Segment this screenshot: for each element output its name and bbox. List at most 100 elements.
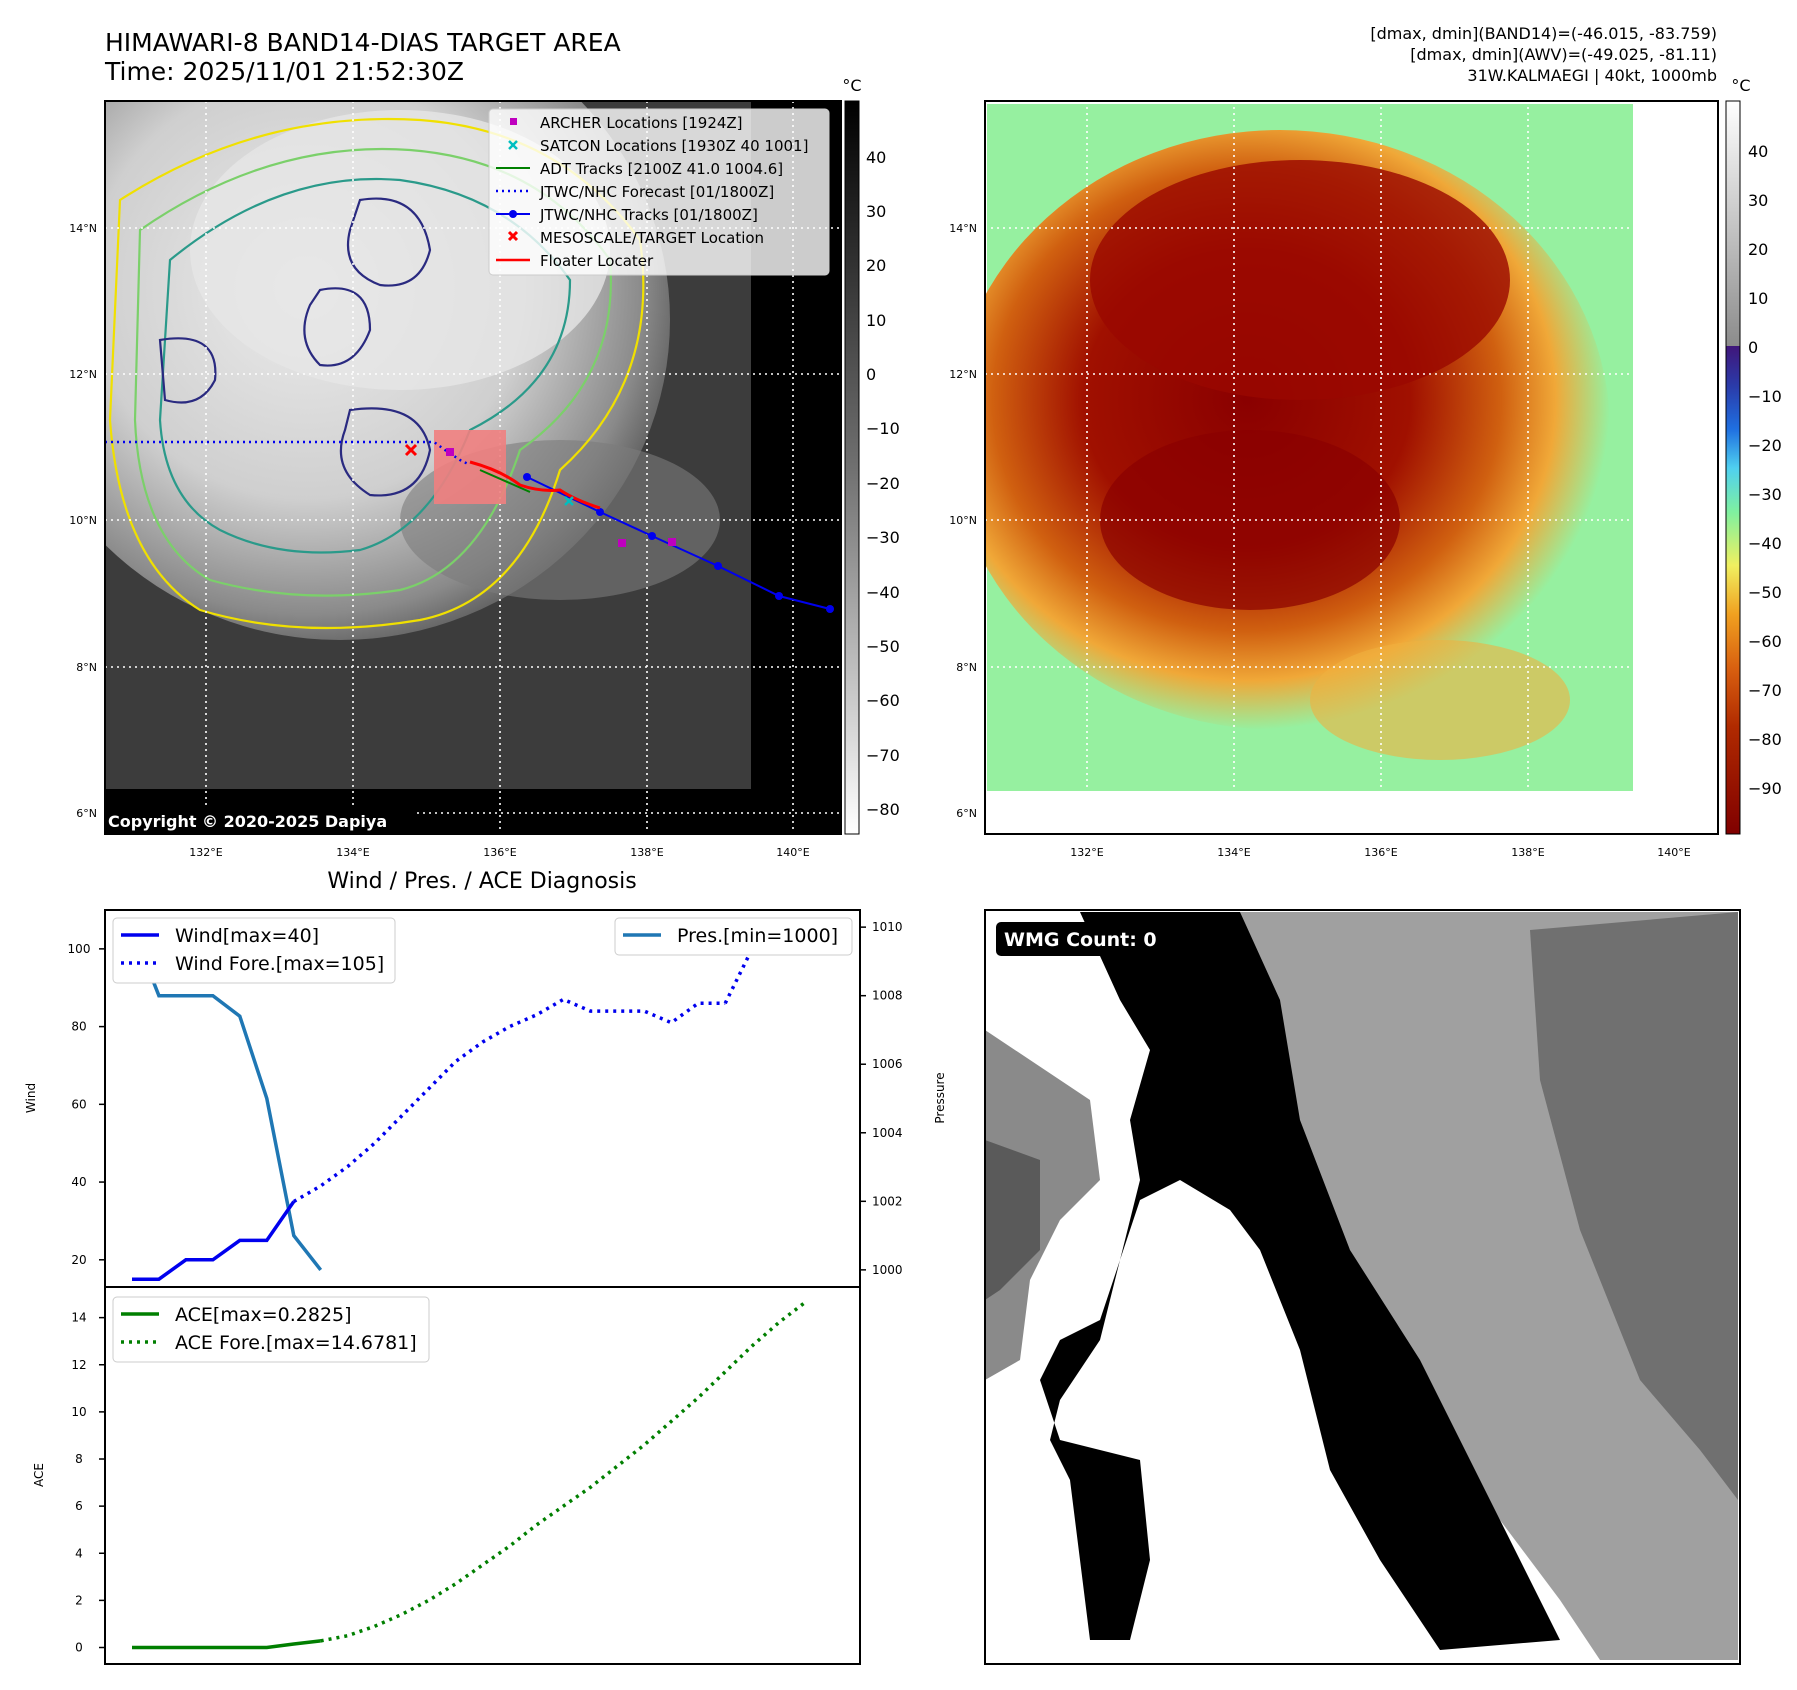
ace-line <box>132 1639 321 1650</box>
satcon-marker <box>564 496 574 506</box>
jtwc-track-points <box>523 473 834 613</box>
awv-lat-label: 6°N <box>956 807 977 820</box>
ace-tick-label: 12 <box>71 1358 86 1372</box>
awv-colorbar-unit: °C <box>1731 76 1750 95</box>
ace-tick-label: 2 <box>75 1593 83 1607</box>
wmg-region-gray-west <box>985 1030 1100 1380</box>
contour-navy-3 <box>339 407 432 497</box>
ir-cbar-tick: 20 <box>866 256 886 275</box>
wind-axis-label: Wind <box>24 1083 38 1113</box>
archer-markers <box>446 448 676 547</box>
legend-jtwc-track-label: JTWC/NHC Tracks [01/1800Z] <box>539 206 758 224</box>
awv-lon-label: 136°E <box>1364 846 1397 859</box>
pressure-axis-label: Pressure <box>933 1072 947 1123</box>
legend-floater-label: Floater Locater <box>540 252 654 270</box>
awv-cbar-tick: −80 <box>1748 730 1782 749</box>
ir-cbar-tick: 10 <box>866 311 886 330</box>
wind-forecast-line <box>292 997 726 1204</box>
ir-cbar-tick: −20 <box>866 474 900 493</box>
floater-track <box>469 460 601 510</box>
ace-legend: ACE[max=0.2825] ACE Fore.[max=14.6781] <box>112 1296 430 1363</box>
pressure-tick-label: 1008 <box>872 989 903 1003</box>
wmg-region-dark-west <box>985 1140 1040 1300</box>
ir-cbar-tick: −10 <box>866 419 900 438</box>
awv-colorbar-negative <box>1726 346 1740 834</box>
ir-cbar-tick: 40 <box>866 148 886 167</box>
pressure-tick-label: 1010 <box>872 920 903 934</box>
legend-jtwc-track-dot <box>509 210 517 218</box>
ace-tick-label: 8 <box>75 1452 83 1466</box>
wind-tick-label: 80 <box>71 1020 86 1034</box>
ir-cbar-tick: −50 <box>866 637 900 656</box>
wind-tick-label: 20 <box>71 1253 86 1267</box>
wind-forecast-tail <box>723 948 754 1005</box>
ir-lat-label: 6°N <box>76 807 97 820</box>
contour-green <box>133 147 612 597</box>
awv-cbar-tick: 20 <box>1748 240 1768 259</box>
wmg-frame <box>984 909 1741 1665</box>
awv-cold-tops-north <box>1090 160 1510 400</box>
ir-cbar-tick: −30 <box>866 528 900 547</box>
awv-lat-label: 8°N <box>956 661 977 674</box>
wmg-count-badge <box>996 922 1174 956</box>
legend-ace-fore-label: ACE Fore.[max=14.6781] <box>175 1332 417 1354</box>
ir-colorbar <box>844 100 860 835</box>
pressure-tick-label: 1000 <box>872 1263 903 1277</box>
diagnosis-charts: Wind / Pres. / ACE Diagnosis Wind Pressu… <box>24 869 947 1665</box>
awv-lon-label: 138°E <box>1511 846 1544 859</box>
ir-lon-labels: 132°E 134°E 136°E 138°E 140°E <box>189 846 809 859</box>
ir-gridlines <box>105 101 841 834</box>
target-area-box <box>434 430 506 504</box>
adt-track <box>479 469 531 493</box>
legend-archer-label: ARCHER Locations [1924Z] <box>540 114 743 132</box>
ir-map: ARCHER Locations [1924Z] SATCON Location… <box>69 76 900 859</box>
legend-wind-label: Wind[max=40] <box>175 925 319 947</box>
awv-lat-labels: 14°N 12°N 10°N 8°N 6°N <box>949 222 977 820</box>
ir-lat-label: 14°N <box>69 222 97 235</box>
legend-wind-fore-label: Wind Fore.[max=105] <box>175 953 384 975</box>
legend-satcon-label: SATCON Locations [1930Z 40 1001] <box>540 137 808 155</box>
copyright-text: Copyright © 2020-2025 Dapiya <box>108 812 387 831</box>
awv-cbar-tick: −70 <box>1748 681 1782 700</box>
awv-colorbar-positive <box>1726 101 1740 346</box>
ir-lon-label: 134°E <box>336 846 369 859</box>
jtwc-forecast-line <box>105 440 471 467</box>
legend-box <box>488 108 830 276</box>
wmg-panel: WMG Count: 0 <box>984 909 1741 1665</box>
awv-cbar-tick: −10 <box>1748 387 1782 406</box>
awv-colorbar-frame <box>1725 100 1741 835</box>
wmg-region-black <box>1040 912 1560 1650</box>
wind-legend: Wind[max=40] Wind Fore.[max=105] <box>112 917 396 984</box>
ace-tick-label: 6 <box>75 1499 83 1513</box>
contour-navy-4 <box>158 337 217 404</box>
awv-lat-label: 14°N <box>949 222 977 235</box>
awv-gridlines <box>985 101 1718 834</box>
ace-y-ticks: 14 12 10 8 6 4 2 0 <box>71 1311 105 1655</box>
legend-mesoscale-icon <box>507 230 519 242</box>
figure-time: Time: 2025/11/01 21:52:30Z <box>104 57 464 86</box>
ace-series <box>132 1300 808 1650</box>
awv-colorbar-ticks: 40 30 20 10 0 −10 −20 −30 −40 −50 −60 −7… <box>1748 142 1782 798</box>
awv-map: 14°N 12°N 10°N 8°N 6°N 132°E 134°E 136°E… <box>949 76 1782 859</box>
pressure-tick-label: 1002 <box>872 1194 903 1208</box>
wind-y-ticks: 100 80 60 40 20 <box>68 942 105 1267</box>
contour-yellow <box>108 117 645 630</box>
ir-lon-label: 140°E <box>776 846 809 859</box>
legend-pressure-label: Pres.[min=1000] <box>677 925 838 947</box>
legend-ace-label: ACE[max=0.2825] <box>175 1304 352 1326</box>
ace-tick-label: 4 <box>75 1546 83 1560</box>
legend-satcon-icon <box>508 140 518 150</box>
awv-band-south <box>1310 640 1570 760</box>
ace-tick-label: 0 <box>75 1641 83 1655</box>
ir-cbar-tick: −70 <box>866 746 900 765</box>
wind-tick-label: 40 <box>71 1175 86 1189</box>
ir-colorbar-unit: °C <box>842 76 861 95</box>
wind-legend-box <box>112 917 396 984</box>
awv-cbar-tick: 0 <box>1748 338 1758 357</box>
ir-cbar-tick: 0 <box>866 365 876 384</box>
awv-lat-label: 12°N <box>949 368 977 381</box>
pressure-y-ticks: 1010 1008 1006 1004 1002 1000 <box>860 920 903 1277</box>
pressure-tick-label: 1006 <box>872 1057 903 1071</box>
ir-lat-label: 10°N <box>69 514 97 527</box>
